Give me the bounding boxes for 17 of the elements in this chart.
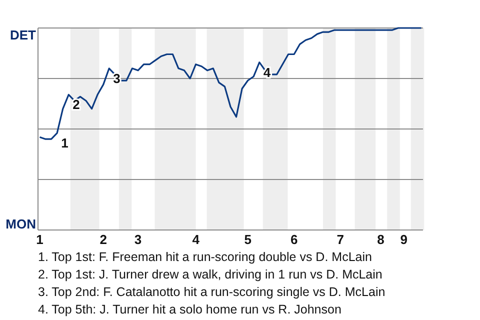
x-tick-label: 2	[100, 232, 107, 247]
x-tick-label: 9	[400, 232, 408, 247]
annotation: 2	[72, 97, 80, 112]
text: MON	[6, 216, 36, 232]
text: 2. Top 1st: J. Turner drew a walk, driving in 1 run vs D. McLain	[38, 268, 382, 282]
x-tick-label: 8	[377, 232, 384, 247]
x-tick-label: 1	[36, 232, 44, 247]
x-tick-label: 5	[244, 232, 252, 247]
text: 1. Top 1st: F. Freeman hit a run-scoring double vs D. McLain	[38, 250, 372, 264]
x-tick-label: 3	[134, 232, 142, 247]
text: 3. Top 2nd: F. Catalanotto hit a run-scoring single vs D. McLain	[38, 285, 386, 299]
x-tick-label: 7	[336, 232, 344, 247]
x-tick-label: 4	[192, 232, 200, 247]
x-tick-label: 6	[290, 232, 298, 247]
text: DET	[10, 28, 36, 43]
annotation: 1	[61, 136, 68, 151]
text: 4. Top 5th: J. Turner hit a solo home run vs R. Johnson	[38, 302, 342, 316]
